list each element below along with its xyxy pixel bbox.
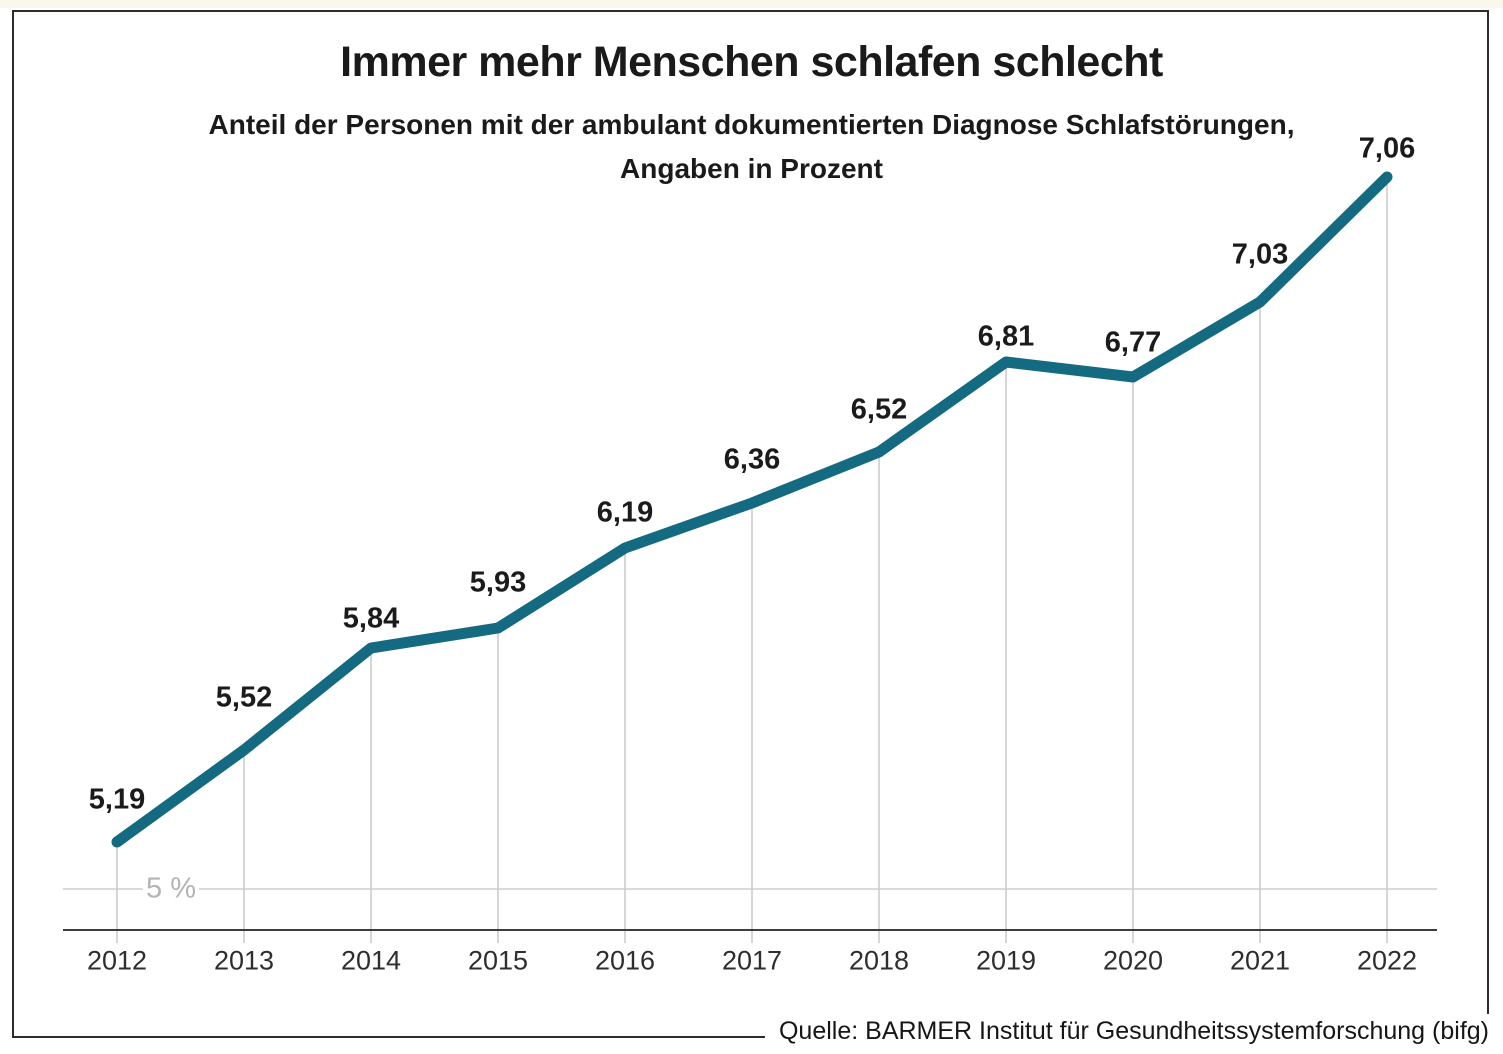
value-label-2022: 7,06 xyxy=(1358,132,1416,165)
value-label-2015: 5,93 xyxy=(469,566,527,599)
x-tick-label-2014: 2014 xyxy=(340,945,402,976)
source-label: Quelle: BARMER Institut für Gesundheitss… xyxy=(764,1014,1489,1048)
value-label-2012: 5,19 xyxy=(88,783,146,816)
x-tick-label-2012: 2012 xyxy=(86,945,148,976)
value-label-2020: 6,77 xyxy=(1104,326,1162,359)
x-tick-label-2015: 2015 xyxy=(467,945,529,976)
y-gridline-label: 5 % xyxy=(146,872,196,905)
x-tick-label-2016: 2016 xyxy=(594,945,656,976)
chart-subtitle-line1: Anteil der Personen mit der ambulant dok… xyxy=(208,109,1295,140)
value-label-2017: 6,36 xyxy=(723,443,781,476)
chart-title: Immer mehr Menschen schlafen schlecht xyxy=(340,38,1163,86)
x-tick-label-2013: 2013 xyxy=(213,945,275,976)
value-label-2018: 6,52 xyxy=(850,393,908,426)
value-label-2016: 6,19 xyxy=(596,496,654,529)
value-label-2019: 6,81 xyxy=(977,320,1035,353)
chart-subtitle: Anteil der Personen mit der ambulant dok… xyxy=(0,103,1503,191)
chart-subtitle-line2: Angaben in Prozent xyxy=(620,153,883,184)
data-line xyxy=(111,171,1393,848)
x-tick-label-2022: 2022 xyxy=(1356,945,1418,976)
value-label-2014: 5,84 xyxy=(342,602,400,635)
x-tick-label-2021: 2021 xyxy=(1229,945,1291,976)
x-tick-label-2019: 2019 xyxy=(975,945,1037,976)
chart-frame xyxy=(12,10,1489,1038)
page-top-strip xyxy=(0,0,1503,8)
x-tick-label-2017: 2017 xyxy=(721,945,783,976)
value-label-2013: 5,52 xyxy=(215,681,273,714)
x-tick-label-2018: 2018 xyxy=(848,945,910,976)
value-label-2021: 7,03 xyxy=(1231,238,1289,271)
x-tick-label-2020: 2020 xyxy=(1102,945,1164,976)
